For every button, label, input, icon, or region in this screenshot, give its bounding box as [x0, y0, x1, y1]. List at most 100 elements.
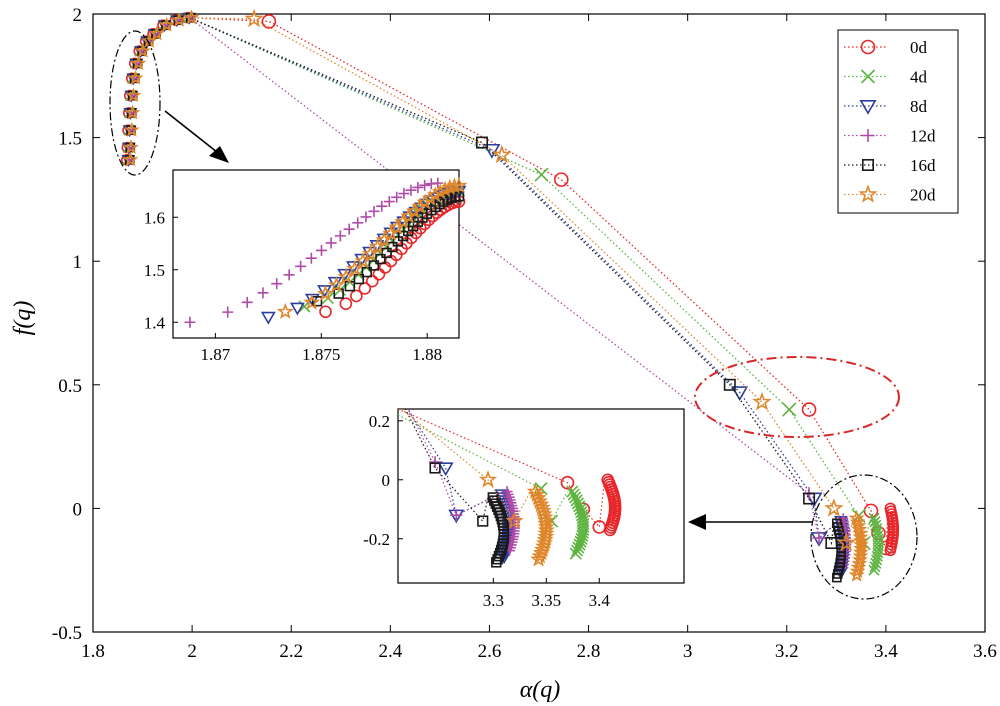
point-20d: [124, 104, 141, 120]
inset2-point-16d: [477, 515, 489, 527]
inset2-cluster-point-16d: [493, 550, 505, 562]
cluster-point-20d: [851, 555, 868, 571]
inset1-point-12d: [368, 205, 380, 217]
inset2-x-tick-label: 3.35: [531, 591, 561, 610]
inset1-point-12d: [334, 230, 346, 242]
inset1-point-12d: [271, 278, 283, 290]
inset1-point-12d: [222, 306, 234, 318]
inset1-point-8d: [289, 302, 305, 316]
inset1-point-0d: [339, 297, 353, 311]
inset1-point-20d: [431, 183, 449, 200]
inset1-y-tick-label: 1.4: [144, 313, 166, 332]
cluster-point-20d: [850, 517, 867, 533]
point-20d: [127, 70, 144, 85]
inset2-cluster-point-16d: [491, 557, 502, 568]
ellipse-mid-points: [694, 356, 900, 438]
inset2-cluster-point-20d: [529, 489, 547, 506]
inset2-cluster-point-4d: [572, 541, 585, 554]
point-20d: [183, 9, 200, 25]
inset2-cluster-point-12d: [504, 494, 516, 506]
y-tick-label: 0.5: [58, 376, 82, 397]
legend-marker-8d: [859, 100, 877, 115]
cluster-point-20d: [850, 559, 867, 575]
inset1-point-12d: [283, 269, 295, 281]
point-20d: [492, 144, 512, 164]
arrowhead-bottom-inset: [688, 514, 706, 530]
cluster-point-20d: [849, 563, 866, 579]
point-12d: [812, 531, 826, 545]
point-0d: [801, 402, 817, 417]
series-line-20d: [189, 17, 855, 546]
point-8d: [731, 386, 749, 401]
cluster-point-16d: [832, 572, 842, 583]
inset1-point-12d: [325, 237, 337, 249]
inset1-point-20d: [436, 180, 454, 197]
inset1-point-12d: [391, 191, 403, 203]
cluster-point-20d: [848, 509, 865, 525]
inset2-x-tick-label: 3.3: [483, 591, 504, 610]
ellipse-left-branch: [109, 30, 161, 176]
inset1-point-12d: [257, 287, 269, 299]
inset2-point-20d: [505, 511, 524, 529]
legend-marker-4d: [860, 69, 876, 84]
legend-label-20d: 20d: [910, 186, 936, 205]
inset1-point-12d: [383, 196, 395, 208]
inset1-point-12d: [343, 223, 355, 235]
inset2-inner: [398, 409, 622, 568]
inset2-cluster-point-12d: [502, 488, 514, 500]
inset2-point-20d: [478, 470, 498, 488]
x-axis-label: α(q): [520, 677, 561, 703]
inset2-line-20d: [400, 409, 531, 523]
cluster-point-4d: [868, 512, 880, 524]
point-16d: [476, 136, 489, 149]
inset2-point-12d: [429, 456, 442, 469]
legend-box: [837, 29, 959, 214]
cluster-point-4d: [868, 564, 880, 576]
legend-label-0d: 0d: [910, 38, 928, 57]
inset2-cluster-point-20d: [532, 543, 550, 561]
cluster-point-4d: [869, 516, 881, 528]
inset1-point-0d: [414, 221, 427, 235]
inset1-point-12d: [412, 181, 424, 193]
annotations: [109, 30, 918, 600]
point-20d: [130, 55, 147, 71]
series-line-0d: [189, 17, 890, 551]
inset1-point-0d: [319, 305, 332, 319]
cluster-point-4d: [870, 519, 882, 531]
point-20d: [244, 8, 264, 28]
inset2-point-8d: [437, 462, 454, 477]
inset1-x-tick-label: 1.875: [302, 345, 340, 364]
cluster-point-20d: [852, 547, 869, 563]
inset2-point-16d: [429, 462, 441, 474]
inset2-point-0d: [560, 475, 575, 490]
y-tick-label: -0.5: [52, 623, 82, 644]
arrow-to-top-inset: [164, 110, 223, 157]
point-20d: [135, 42, 151, 58]
point-20d: [123, 121, 140, 137]
inset1-point-12d: [360, 211, 372, 223]
legend-label-4d: 4d: [910, 68, 928, 87]
inset1-point-20d: [303, 293, 321, 310]
inset1-point-20d: [276, 302, 294, 319]
cluster-point-4d: [870, 557, 882, 569]
x-tick-label: 2.2: [279, 641, 303, 662]
y-tick-label: 1.5: [58, 129, 82, 150]
inset1-point-20d: [416, 193, 434, 210]
inset2-cluster-point-4d: [566, 485, 579, 498]
inset2-cluster-point-4d: [569, 547, 582, 560]
series-line-8d: [189, 17, 840, 540]
inset2-cluster-point-20d: [530, 550, 548, 567]
inset1-point-20d: [421, 189, 439, 206]
cluster-point-4d: [869, 561, 881, 573]
inset2-y-tick-label: 0: [382, 471, 391, 490]
main-axes-box: [92, 13, 986, 633]
inset2-cluster-point-20d: [526, 482, 544, 499]
inset2-cluster-point-20d: [534, 540, 551, 557]
inset1-x-tick-label: 1.87: [200, 345, 230, 364]
inset2-cluster-point-20d: [532, 495, 550, 512]
cluster-point-0d: [884, 544, 897, 557]
inset1-point-12d: [315, 244, 327, 256]
cluster-point-4d: [871, 554, 883, 566]
inset2-cluster-point-20d: [531, 492, 548, 509]
x-tick-label: 2: [187, 641, 197, 662]
